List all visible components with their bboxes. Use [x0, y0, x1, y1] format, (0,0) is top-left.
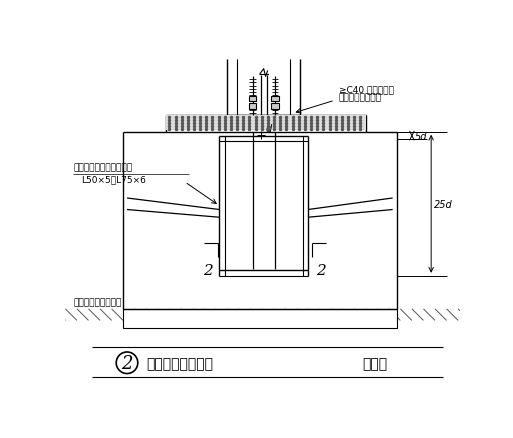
Bar	[271, 96, 279, 102]
Bar	[123, 132, 397, 309]
Text: 柱脚锚栓固定支架: 柱脚锚栓固定支架	[146, 356, 213, 370]
Text: 混凝土或锚固砂浆: 混凝土或锚固砂浆	[339, 94, 382, 102]
Text: 2: 2	[121, 354, 133, 372]
Text: 2: 2	[316, 263, 326, 277]
Text: 25d: 25d	[434, 199, 453, 209]
Bar	[249, 104, 256, 110]
Bar	[123, 309, 397, 328]
Text: 2: 2	[203, 263, 213, 277]
Text: 锚栓固定架角钢，通常用: 锚栓固定架角钢，通常用	[73, 163, 132, 173]
Text: d: d	[265, 124, 271, 134]
Bar	[271, 104, 279, 110]
Text: 锚栓固定架设置标高: 锚栓固定架设置标高	[73, 298, 122, 307]
Text: 5d: 5d	[415, 131, 427, 141]
Bar	[166, 116, 366, 131]
Text: L50×5～L75×6: L50×5～L75×6	[81, 175, 146, 184]
Bar	[249, 96, 256, 102]
Text: ≥C40 无收缩碎石: ≥C40 无收缩碎石	[339, 85, 393, 94]
Text: （二）: （二）	[362, 356, 387, 370]
